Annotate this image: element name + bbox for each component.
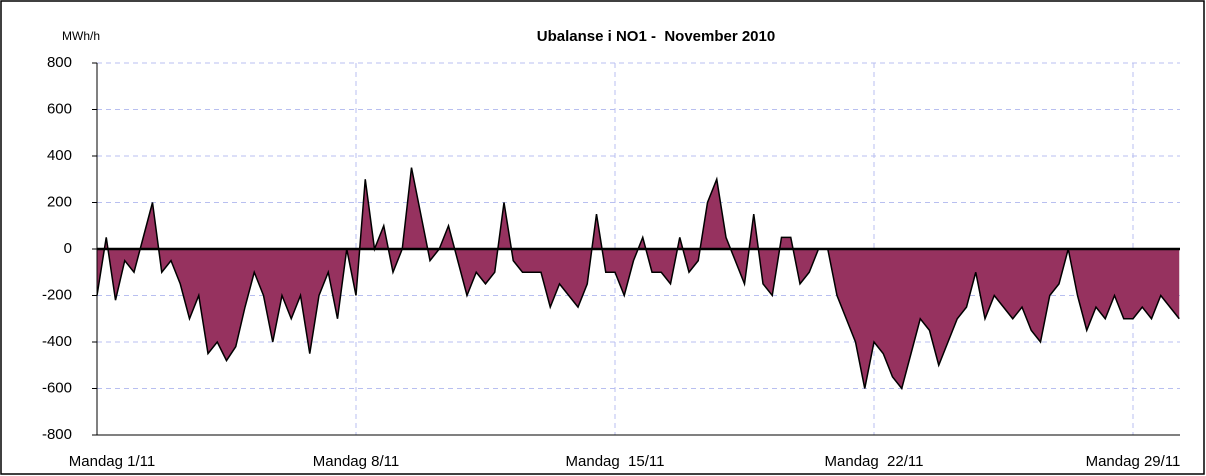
- y-tick-label: 400: [47, 147, 72, 164]
- y-unit: MWh/h: [62, 29, 100, 43]
- x-tick-label: Mandag 8/11: [313, 453, 399, 470]
- x-tick-label: Mandag 15/11: [566, 453, 665, 470]
- area: [97, 167, 1180, 389]
- y-tick-label: -600: [42, 379, 72, 396]
- y-tick-label: -400: [42, 333, 72, 350]
- chart-title: Ubalanse i NO1 - November 2010: [537, 28, 775, 45]
- x-tick-label: Mandag 22/11: [825, 453, 924, 470]
- y-tick-label: 800: [47, 54, 72, 71]
- x-tick-label: Mandag 1/11: [69, 453, 155, 470]
- y-tick-label: 600: [47, 100, 72, 117]
- x-tick-label: Mandag 29/11: [1086, 453, 1181, 470]
- y-tick-label: 200: [47, 193, 72, 210]
- y-tick-label: -800: [42, 426, 72, 443]
- y-tick-label: 0: [64, 240, 72, 257]
- y-tick-label: -200: [42, 286, 72, 303]
